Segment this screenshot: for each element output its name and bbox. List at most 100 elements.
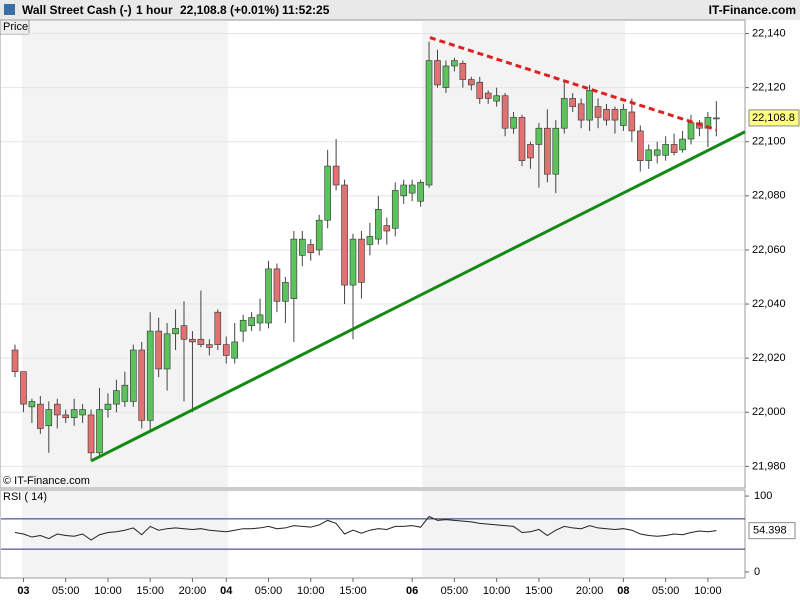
candle-body bbox=[645, 149, 653, 161]
candle-body bbox=[138, 349, 146, 421]
candle-body bbox=[298, 238, 306, 256]
candle-body bbox=[341, 184, 348, 286]
y-tick-label: 22,040 bbox=[752, 298, 786, 310]
candle-body bbox=[315, 219, 323, 251]
x-tick-label: 15:00 bbox=[136, 585, 164, 597]
candle-body bbox=[197, 338, 205, 345]
instrument: Wall Street Cash (-) bbox=[22, 3, 132, 17]
candle-body bbox=[375, 209, 382, 240]
candle-body bbox=[408, 184, 416, 194]
y-tick-label: 100 bbox=[754, 490, 772, 502]
candle-body bbox=[442, 65, 450, 88]
candle-body bbox=[273, 268, 281, 302]
plot-layer: 21,980 22,000 22,020 22,040 22,060 22,080 22,1… bbox=[1, 27, 800, 597]
candle-body bbox=[586, 90, 593, 121]
x-tick-label: 04 bbox=[220, 585, 233, 597]
candle-body bbox=[256, 314, 264, 324]
candle-body bbox=[636, 130, 644, 161]
candle-body bbox=[451, 60, 458, 67]
candle-body bbox=[535, 127, 543, 145]
y-tick-label: 21,980 bbox=[752, 460, 786, 472]
day-shade bbox=[422, 491, 625, 577]
brand: IT-Finance.com bbox=[709, 3, 796, 17]
candle-body bbox=[96, 409, 103, 454]
candle-body bbox=[611, 108, 619, 121]
y-tick-label: 22,140 bbox=[752, 27, 786, 39]
candle-body bbox=[417, 182, 424, 202]
x-tick-label: 15:00 bbox=[525, 585, 553, 597]
candle-body bbox=[358, 238, 365, 283]
candle-body bbox=[434, 60, 441, 86]
candle-body bbox=[104, 403, 112, 410]
y-tick-label: 22,020 bbox=[752, 352, 786, 364]
x-tick-label: 05:00 bbox=[52, 585, 80, 597]
candle-body bbox=[324, 165, 331, 221]
x-tick-label: 06 bbox=[406, 585, 418, 597]
candle-body bbox=[37, 403, 44, 429]
y-tick-label: 22,120 bbox=[752, 82, 786, 94]
candle-body bbox=[493, 95, 500, 102]
x-tick-label: 15:00 bbox=[339, 585, 367, 597]
candle-body bbox=[248, 317, 255, 326]
candle-body bbox=[332, 165, 340, 186]
candle-body bbox=[206, 344, 213, 348]
x-tick-label: 10:00 bbox=[694, 585, 722, 597]
quote: 22,108.8 (+0.01%) bbox=[180, 3, 279, 17]
rsi-title: RSI ( 14) bbox=[3, 491, 47, 503]
header-bar bbox=[0, 0, 800, 20]
candle-body bbox=[662, 144, 669, 156]
x-tick-label: 08 bbox=[617, 585, 629, 597]
candle-body bbox=[282, 282, 289, 302]
x-tick-label: 05:00 bbox=[652, 585, 680, 597]
candle-body bbox=[577, 103, 585, 121]
rsi-line bbox=[14, 515, 717, 541]
candle-body bbox=[425, 60, 433, 186]
candle-body bbox=[620, 108, 627, 126]
candle-body bbox=[307, 244, 315, 253]
candle-body bbox=[544, 127, 551, 175]
candle-body bbox=[459, 62, 467, 80]
candle-body bbox=[713, 117, 720, 120]
candle-body bbox=[62, 414, 70, 418]
x-tick-label: 05:00 bbox=[255, 585, 283, 597]
candle-body bbox=[28, 401, 36, 408]
panel-label: Price bbox=[3, 21, 28, 33]
x-tick-label: 20:00 bbox=[576, 585, 604, 597]
rsi-last-box bbox=[748, 522, 796, 540]
candle-body bbox=[180, 325, 188, 340]
candle-body bbox=[687, 122, 695, 140]
y-tick-label: 0 bbox=[754, 566, 760, 578]
candle-body bbox=[653, 149, 661, 156]
x-tick-label: 10:00 bbox=[94, 585, 122, 597]
candle-body bbox=[53, 403, 61, 416]
candle-body bbox=[628, 111, 636, 132]
x-tick-label: 20:00 bbox=[179, 585, 207, 597]
candle-body bbox=[239, 319, 247, 332]
y-tick-label: 22,080 bbox=[752, 190, 786, 202]
day-shade bbox=[22, 21, 228, 487]
candle-body bbox=[366, 236, 374, 245]
candle-body bbox=[383, 225, 391, 232]
candle-body bbox=[265, 268, 272, 324]
menu-icon[interactable] bbox=[4, 4, 15, 15]
candle-body bbox=[113, 390, 120, 405]
candle-body bbox=[560, 98, 568, 129]
candle-body bbox=[484, 92, 492, 99]
candle-body bbox=[670, 144, 678, 153]
candle-body bbox=[11, 349, 19, 372]
candle-body bbox=[121, 384, 129, 402]
candle-body bbox=[391, 190, 399, 229]
candle-body bbox=[400, 184, 408, 197]
candle-body bbox=[569, 98, 577, 107]
candle-body bbox=[45, 409, 53, 427]
candle-body bbox=[501, 95, 509, 129]
candle-body bbox=[222, 344, 230, 356]
y-tick-label: 22,000 bbox=[752, 406, 786, 418]
candle-body bbox=[290, 238, 298, 299]
candle-body bbox=[214, 311, 222, 345]
watermark: © IT-Finance.com bbox=[3, 475, 90, 487]
candle-body bbox=[87, 414, 95, 454]
candle-body bbox=[349, 238, 357, 286]
